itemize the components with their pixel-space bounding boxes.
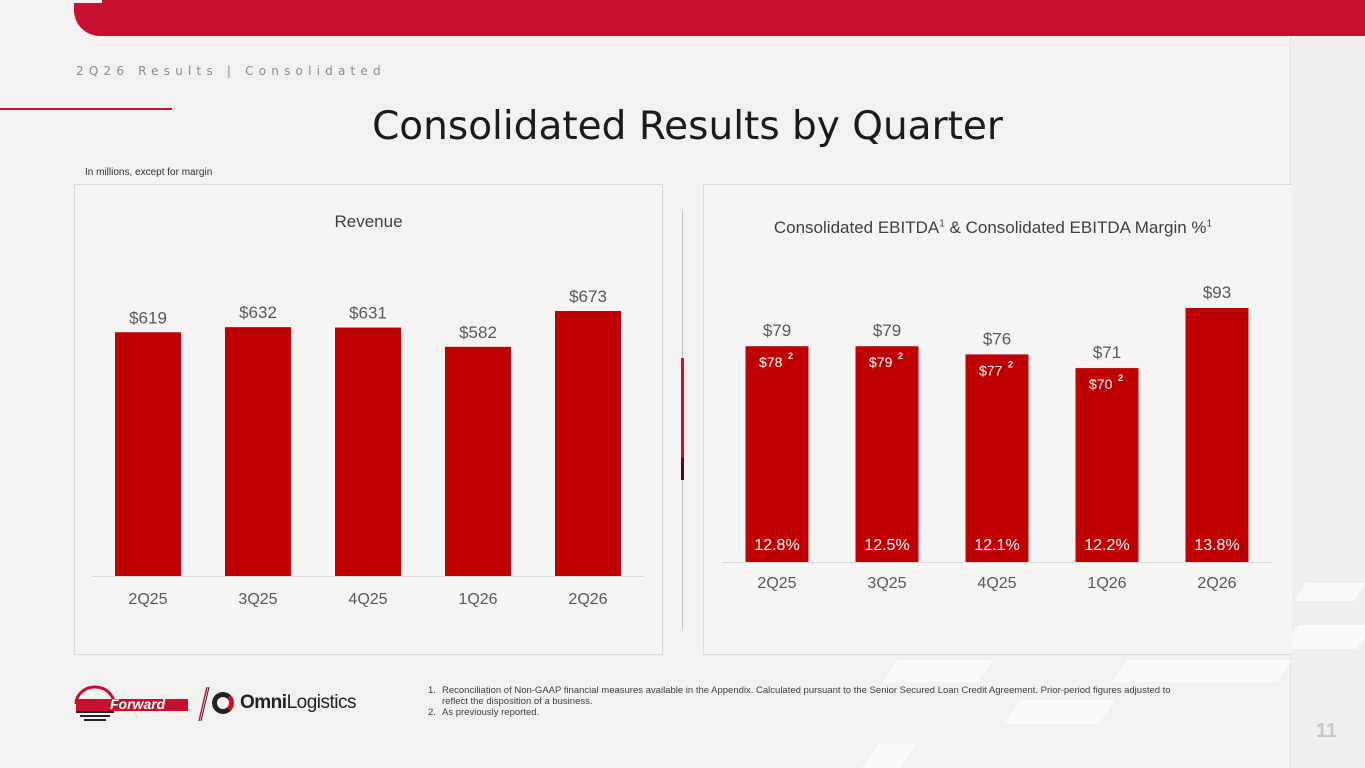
divider-accent-dark — [681, 458, 684, 480]
omni-logo-light: Logistics — [286, 692, 357, 713]
ebitda-prior-label: $70 — [1089, 376, 1113, 392]
omni-logo-text: OmniLogistics — [240, 692, 356, 714]
ebitda-bar — [1185, 308, 1249, 562]
revenue-data-label: $673 — [569, 287, 607, 306]
ebitda-x-tick-label: 4Q25 — [977, 575, 1016, 592]
ebitda-margin-label: 12.5% — [864, 537, 909, 554]
revenue-bar — [335, 327, 401, 576]
footnote-number: 1. — [428, 685, 436, 696]
units-note: In millions, except for margin — [85, 167, 213, 178]
footnote-text: As previously reported. — [442, 707, 540, 718]
ebitda-margin-label: 12.8% — [754, 537, 799, 554]
revenue-x-tick-label: 2Q25 — [128, 591, 167, 608]
footnote-number: 2. — [428, 707, 436, 718]
ebitda-x-tick-label: 2Q26 — [1197, 575, 1236, 592]
omni-logo-mark — [212, 692, 234, 714]
ebitda-data-label: $71 — [1093, 343, 1121, 362]
ebitda-data-label: $79 — [873, 321, 901, 340]
logo-separator — [198, 686, 210, 722]
divider-accent — [681, 358, 684, 480]
revenue-bar — [555, 311, 621, 576]
revenue-bar — [225, 327, 291, 576]
revenue-x-tick-label: 3Q25 — [238, 591, 277, 608]
ebitda-title-sup: 1 — [939, 218, 945, 230]
ebitda-x-tick-label: 3Q25 — [867, 575, 906, 592]
ebitda-margin-label: 12.1% — [974, 537, 1019, 554]
ebitda-title-main: Consolidated EBITDA — [773, 218, 940, 237]
revenue-bar — [445, 346, 511, 576]
ebitda-x-tick-label: 1Q26 — [1087, 575, 1126, 592]
revenue-data-label: $619 — [129, 308, 167, 327]
revenue-chart-title: Revenue — [334, 212, 403, 231]
ebitda-bar — [1075, 368, 1139, 562]
footnote-2: 2. As previously reported. — [428, 707, 1188, 718]
footnote-text: Reconciliation of Non-GAAP financial mea… — [442, 685, 1171, 707]
ebitda-prior-label: $77 — [979, 362, 1003, 378]
omni-logistics-logo: OmniLogistics — [212, 690, 356, 716]
page-number: 11 — [1316, 720, 1338, 742]
revenue-data-label: $631 — [349, 304, 387, 323]
accent-line — [0, 108, 172, 110]
footnotes: 1. Reconciliation of Non-GAAP financial … — [428, 685, 1188, 718]
page-title: Consolidated Results by Quarter — [372, 104, 1003, 149]
footnote-1: 1. Reconciliation of Non-GAAP financial … — [428, 685, 1188, 707]
omni-logo-bold: Omni — [240, 692, 287, 713]
ebitda-prior-label: $78 — [759, 354, 783, 370]
ebitda-margin-label: 12.2% — [1084, 537, 1129, 554]
forward-logo-text: Forward — [110, 696, 166, 712]
forward-logo: Forward — [74, 685, 188, 721]
ebitda-title-suffix-sup: 1 — [1206, 218, 1213, 230]
section-label: 2Q26 Results | Consolidated — [76, 64, 386, 78]
header-notch — [74, 0, 102, 3]
ebitda-data-label: $79 — [763, 321, 791, 340]
ebitda-data-label: $93 — [1203, 283, 1231, 302]
ebitda-prior-footnote: 2 — [788, 351, 793, 361]
ebitda-prior-footnote: 2 — [1118, 373, 1123, 383]
ebitda-title-suffix: & Consolidated EBITDA Margin % — [944, 218, 1207, 237]
ebitda-margin-label: 13.8% — [1194, 537, 1239, 554]
ebitda-prior-label: $79 — [869, 354, 893, 370]
revenue-data-label: $582 — [459, 323, 497, 342]
header-band — [74, 0, 1365, 36]
revenue-x-tick-label: 2Q26 — [568, 591, 607, 608]
ebitda-bar — [855, 346, 919, 562]
revenue-data-label: $632 — [239, 303, 277, 322]
revenue-bar — [115, 332, 181, 576]
revenue-x-tick-label: 1Q26 — [458, 591, 497, 608]
revenue-x-tick-label: 4Q25 — [348, 591, 387, 608]
ebitda-prior-footnote: 2 — [898, 351, 903, 361]
ebitda-bar — [965, 354, 1029, 562]
ebitda-chart-title: Consolidated EBITDA1 & Consolidated EBIT… — [703, 218, 1283, 238]
ebitda-x-tick-label: 2Q25 — [757, 575, 796, 592]
ebitda-data-label: $76 — [983, 329, 1011, 348]
ebitda-prior-footnote: 2 — [1008, 359, 1013, 369]
ebitda-bar — [745, 346, 809, 562]
